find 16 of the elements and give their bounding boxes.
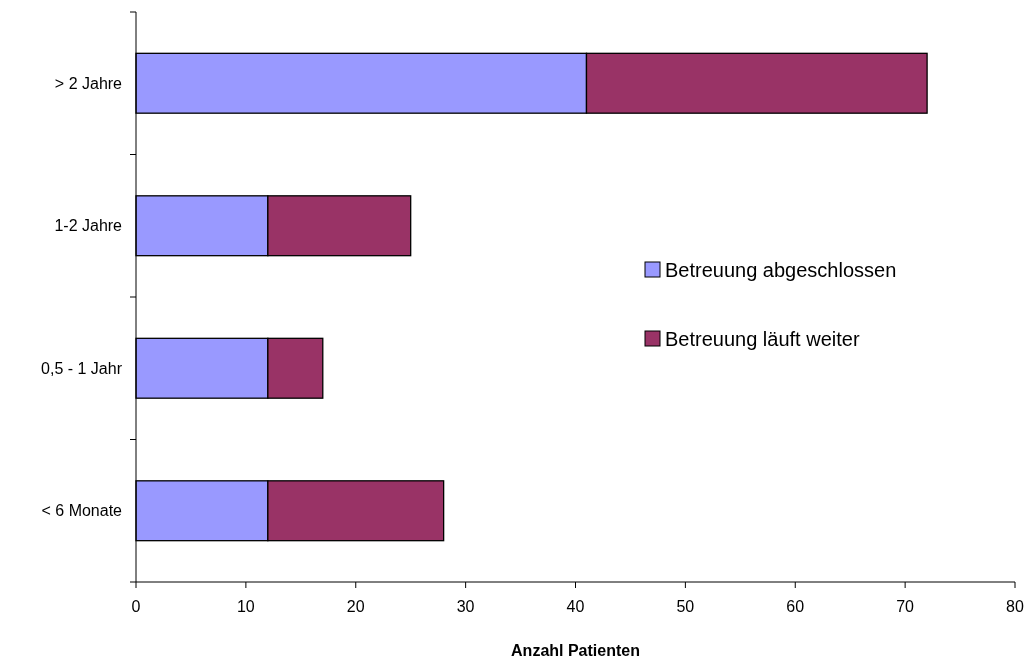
y-tick-label: < 6 Monate	[41, 502, 123, 520]
x-tick-label: 20	[346, 598, 365, 615]
x-tick-label: 50	[676, 598, 695, 615]
x-tick-label: 70	[896, 598, 915, 615]
x-tick-label: 10	[236, 598, 255, 615]
legend-label: Betreuung abgeschlossen	[665, 259, 897, 281]
x-tick-label: 60	[786, 598, 805, 615]
x-axis-title: Anzahl Patienten	[511, 642, 640, 659]
x-tick-label: 80	[1006, 598, 1024, 615]
y-tick-label: 0,5 - 1 Jahr	[41, 359, 123, 377]
x-tick-label: 0	[131, 598, 141, 615]
legend-label: Betreuung läuft weiter	[665, 328, 860, 350]
y-tick-label: 1-2 Jahre	[54, 217, 123, 235]
x-tick-label: 40	[566, 598, 585, 615]
x-tick-label: 30	[456, 598, 475, 615]
y-tick-label: > 2 Jahre	[54, 74, 123, 92]
